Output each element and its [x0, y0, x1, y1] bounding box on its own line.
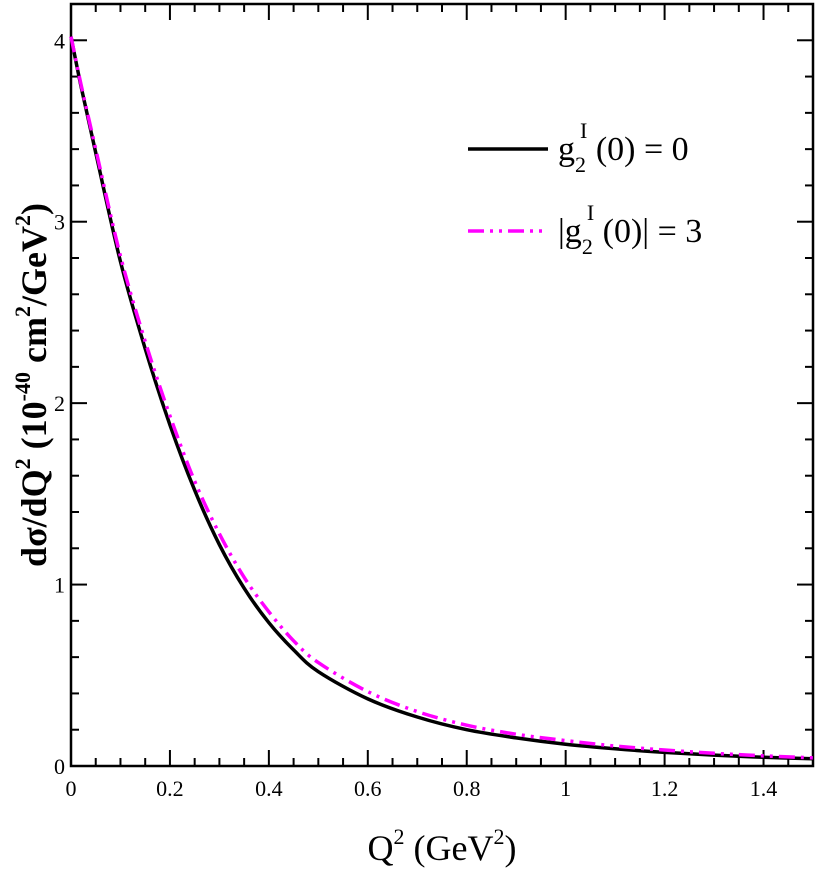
- tick-labels: 0 0.2 0.4 0.6 0.8 1 1.2 1.4 0 1 2 3 4: [54, 28, 777, 801]
- y-label-part2: (10: [14, 401, 54, 458]
- y-tick-label: 2: [54, 391, 65, 416]
- y-label-sup4: 2: [10, 215, 35, 226]
- y-tick-label: 1: [54, 573, 65, 598]
- series-line-1: [69, 36, 814, 760]
- x-tick-label: 0: [66, 776, 77, 801]
- x-tick-label: 1.2: [651, 776, 679, 801]
- legend-label-series-0: g2I (0) = 0: [558, 118, 689, 177]
- y-axis-label: dσ/dQ2 (10-40 cm2/GeV2): [10, 203, 54, 567]
- y-label-part5: ): [14, 203, 54, 215]
- y-label-part1: dσ/dQ: [14, 469, 54, 567]
- y-label-sup1: 2: [10, 458, 35, 469]
- y-label-part3: cm: [14, 317, 54, 372]
- x-label-unit-close: ): [504, 828, 516, 868]
- x-tick-label: 0.2: [156, 776, 184, 801]
- legend: g2I (0) = 0 |g2I (0)| = 3: [468, 118, 702, 259]
- series-line-0: [69, 36, 814, 761]
- y-tick-label: 3: [54, 210, 65, 235]
- plot-frame: [69, 2, 815, 768]
- x-tick-label: 1: [560, 776, 571, 801]
- ticks: [70, 3, 814, 767]
- y-tick-label: 4: [54, 28, 65, 53]
- y-label-part4: /GeV: [14, 226, 54, 307]
- y-label-sup3: 2: [10, 306, 35, 317]
- legend-label-series-1: |g2I (0)| = 3: [558, 200, 702, 259]
- x-label-base: Q: [368, 828, 394, 868]
- y-label-sup2: -40: [10, 372, 35, 401]
- series-layer: [69, 36, 814, 761]
- x-axis-label: Q2 (GeV2): [368, 824, 517, 868]
- x-label-unit-open: (GeV: [405, 828, 494, 868]
- x-tick-label: 0.6: [354, 776, 382, 801]
- y-tick-label: 0: [54, 754, 65, 779]
- x-tick-label: 0.8: [453, 776, 481, 801]
- x-label-unit-sup: 2: [493, 824, 504, 849]
- x-tick-label: 1.4: [750, 776, 778, 801]
- x-label-sup: 2: [394, 824, 405, 849]
- x-tick-label: 0.4: [255, 776, 283, 801]
